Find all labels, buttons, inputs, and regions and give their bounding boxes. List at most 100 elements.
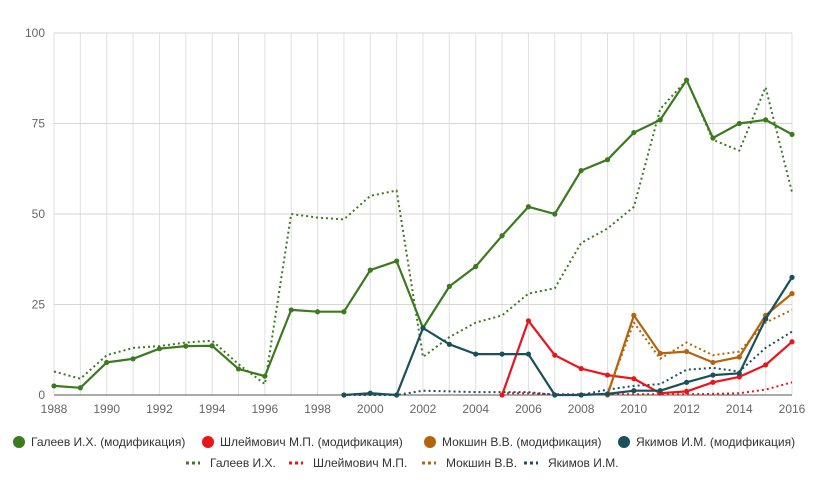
- legend: Галеев И.Х. (модификация) Шлеймович М.П. …: [13, 435, 795, 470]
- data-point: [104, 359, 110, 366]
- data-point: [367, 390, 373, 396]
- data-point: [420, 325, 426, 331]
- legend-label: Шлеймович М.П. (модификация): [220, 435, 403, 449]
- data-point: [552, 211, 558, 217]
- data-point: [683, 379, 690, 385]
- data-point: [789, 339, 795, 345]
- series-якимов-и-м-модификация-solid: [341, 274, 795, 398]
- x-tick-label: 2016: [779, 402, 806, 416]
- data-point: [683, 77, 690, 83]
- data-point: [683, 348, 690, 355]
- x-tick-label: 2004: [462, 402, 489, 416]
- data-point: [473, 351, 479, 357]
- legend-marker: [202, 436, 214, 448]
- legend-item-галеев-и-х-dotted: Галеев И.Х.: [186, 456, 276, 470]
- x-tick-label: 2008: [568, 402, 595, 416]
- legend-item-мокшин-в-в-dotted: Мокшин В.В.: [422, 456, 517, 470]
- legend-label: Галеев И.Х. (модификация): [31, 435, 185, 449]
- legend-item-мокшин-в-в-модификация: Мокшин В.В. (модификация): [424, 435, 602, 449]
- legend-marker: [618, 436, 630, 448]
- data-point: [736, 374, 742, 380]
- data-point: [130, 356, 136, 362]
- data-point: [789, 131, 795, 137]
- legend-label: Шлеймович М.П.: [313, 456, 407, 470]
- series-галеев-и-х-dotted: [53, 79, 793, 386]
- data-point: [604, 157, 611, 163]
- data-point: [446, 283, 452, 289]
- data-point: [156, 346, 163, 352]
- data-point: [578, 392, 584, 398]
- data-point: [394, 392, 400, 398]
- data-point: [51, 383, 57, 389]
- legend-marker: [424, 436, 436, 448]
- series-line: [501, 319, 793, 396]
- x-tick-label: 2012: [673, 402, 700, 416]
- data-point: [552, 392, 558, 398]
- data-point: [499, 392, 505, 398]
- data-point: [183, 343, 189, 349]
- y-axis-ticks: 0 25 50 75 100: [25, 26, 45, 402]
- data-point: [604, 391, 611, 397]
- data-point: [473, 263, 479, 270]
- data-point: [789, 291, 795, 297]
- data-point: [578, 365, 584, 372]
- legend-label: Мокшин В.В.: [446, 456, 517, 470]
- series-шлеймович-м-п-dotted: [502, 381, 793, 396]
- data-point: [736, 370, 742, 376]
- data-point: [525, 204, 532, 210]
- series-шлеймович-м-п-модификация-solid: [499, 318, 795, 398]
- y-tick-label: 25: [32, 298, 46, 312]
- data-point: [657, 350, 663, 356]
- y-tick-label: 50: [32, 207, 46, 221]
- data-point: [525, 318, 532, 324]
- data-point: [367, 267, 373, 273]
- series-line: [53, 79, 793, 386]
- data-point: [499, 351, 505, 357]
- data-point: [657, 117, 663, 123]
- series-line: [343, 330, 793, 396]
- data-point: [631, 388, 637, 394]
- x-tick-label: 1996: [252, 402, 279, 416]
- x-tick-label: 1990: [93, 402, 120, 416]
- x-axis-ticks: 1988 1990 1992 1994 1996 1998 2000 2002 2004 2006…: [41, 402, 806, 416]
- data-point: [604, 372, 611, 378]
- grid: [53, 32, 793, 396]
- data-point: [341, 392, 347, 398]
- data-point: [763, 316, 769, 322]
- data-point: [499, 233, 505, 239]
- data-point: [525, 351, 532, 357]
- data-point: [710, 135, 716, 141]
- x-tick-label: 1988: [41, 402, 68, 416]
- data-point: [77, 385, 83, 391]
- data-point: [789, 274, 795, 280]
- data-point: [736, 354, 742, 360]
- data-point: [631, 129, 637, 136]
- data-point: [736, 120, 742, 127]
- data-point: [578, 167, 584, 174]
- legend-item-якимов-и-м-модификация: Якимов И.М. (модификация): [618, 435, 795, 449]
- data-point: [763, 362, 769, 368]
- legend-marker: [13, 436, 25, 448]
- series-line: [606, 308, 793, 394]
- data-point: [314, 309, 321, 315]
- data-point: [683, 388, 690, 394]
- series-line: [343, 276, 793, 397]
- data-point: [710, 379, 716, 385]
- data-point: [394, 258, 400, 264]
- data-point: [631, 312, 637, 318]
- x-tick-label: 2000: [357, 402, 384, 416]
- legend-item-якимов-и-м-dotted: Якимов И.М.: [524, 456, 619, 470]
- series-якимов-и-м-dotted: [343, 330, 793, 396]
- data-point: [262, 373, 268, 379]
- legend-item-галеев-и-х-модификация: Галеев И.Х. (модификация): [13, 435, 185, 449]
- data-point: [235, 366, 242, 372]
- data-point: [209, 343, 215, 349]
- data-point: [288, 307, 294, 313]
- y-tick-label: 100: [25, 26, 45, 40]
- x-tick-label: 1994: [199, 402, 226, 416]
- data-point: [710, 372, 716, 378]
- data-point: [446, 341, 452, 347]
- x-tick-label: 1992: [146, 402, 173, 416]
- data-point: [631, 376, 637, 382]
